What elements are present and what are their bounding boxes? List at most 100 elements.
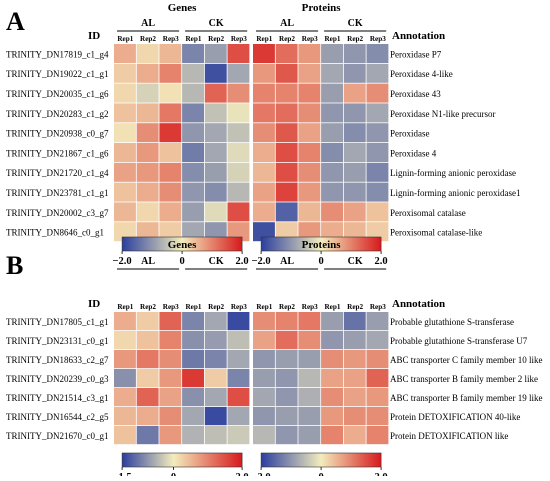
colorbar-tick-label: −2.0 <box>252 256 271 267</box>
heatmap-cell-proteins <box>253 407 275 426</box>
heatmap-cell-proteins <box>253 182 275 202</box>
heatmap-cell-proteins <box>366 44 389 63</box>
heatmap-cell-genes <box>204 103 227 123</box>
heatmap-cell-genes <box>136 331 159 350</box>
heatmap-cell-proteins <box>366 369 389 388</box>
heatmap-cell-proteins <box>275 331 298 350</box>
heatmap-cell-proteins <box>298 63 321 83</box>
heatmap-cell-proteins <box>321 407 343 426</box>
id-header: ID <box>88 298 100 310</box>
heatmap-cell-genes <box>136 369 159 388</box>
heatmap-cell-genes <box>204 63 227 83</box>
heatmap-cell-proteins <box>321 222 343 242</box>
row-id: TRINITY_DN23781_c1_g1 <box>6 188 109 198</box>
heatmap-cell-genes <box>204 202 227 222</box>
row-annotation: Lignin-forming anionic peroxidase1 <box>390 188 520 198</box>
row-annotation: ABC transporter C family member 10 like <box>390 355 542 365</box>
heatmap-cell-proteins <box>253 44 275 63</box>
column-label: Rep3 <box>231 35 247 43</box>
heatmap-cell-genes <box>159 388 182 407</box>
column-label: Rep1 <box>185 35 201 43</box>
heatmap-cell-genes <box>159 143 182 162</box>
column-label: Rep1 <box>256 303 272 311</box>
heatmap-cell-genes <box>114 222 136 242</box>
heatmap-cell-genes <box>227 426 250 445</box>
row-annotation: Probable glutathione S-transferase <box>390 317 514 327</box>
heatmap-cell-genes <box>227 162 250 182</box>
subgroup-ck: CK <box>209 18 224 29</box>
heatmap-cell-genes <box>136 83 159 103</box>
heatmap-cell-proteins <box>275 103 298 123</box>
heatmap-cell-genes <box>182 202 204 222</box>
heatmap-cell-proteins <box>298 407 321 426</box>
heatmap-cell-proteins <box>343 369 366 388</box>
panel-label: B <box>6 251 23 280</box>
heatmap-cell-genes <box>182 331 204 350</box>
column-label: Rep1 <box>117 303 133 311</box>
row-id: TRINITY_DN8646_c0_g1 <box>6 228 104 238</box>
colorbar-tick-label: 2.0 <box>236 472 249 476</box>
heatmap-cell-proteins <box>298 103 321 123</box>
column-label: Rep3 <box>163 35 179 43</box>
heatmap-cell-genes <box>227 312 250 331</box>
row-annotation: Probable glutathione S-transferase U7 <box>390 336 528 346</box>
heatmap-cell-proteins <box>298 83 321 103</box>
heatmap-cell-proteins <box>275 202 298 222</box>
heatmap-cell-proteins <box>298 44 321 63</box>
row-id: TRINITY_DN18633_c2_g7 <box>6 355 109 365</box>
group-title-genes: Genes <box>168 239 197 251</box>
heatmap-cell-proteins <box>298 331 321 350</box>
heatmap-cell-proteins <box>253 123 275 143</box>
heatmap-cell-genes <box>182 44 204 63</box>
heatmap-cell-proteins <box>253 331 275 350</box>
heatmap-cell-genes <box>227 202 250 222</box>
heatmap-cell-proteins <box>343 63 366 83</box>
subgroup-al: AL <box>280 256 294 267</box>
colorbar <box>121 452 243 468</box>
heatmap-cell-genes <box>204 44 227 63</box>
panel-label: A <box>6 7 25 36</box>
heatmap-cell-genes <box>159 222 182 242</box>
heatmap-cell-genes <box>136 63 159 83</box>
heatmap-cell-proteins <box>298 312 321 331</box>
heatmap-cell-proteins <box>321 83 343 103</box>
annotation-header: Annotation <box>392 30 445 42</box>
heatmap-cell-genes <box>136 103 159 123</box>
heatmap-cell-genes <box>114 44 136 63</box>
heatmap-cell-proteins <box>366 123 389 143</box>
heatmap-cell-genes <box>159 123 182 143</box>
subgroup-al: AL <box>280 18 294 29</box>
column-label: Rep3 <box>231 303 247 311</box>
heatmap-cell-proteins <box>366 407 389 426</box>
column-label: Rep1 <box>324 303 340 311</box>
heatmap-cell-genes <box>159 369 182 388</box>
colorbar-tick-label: 2.0 <box>375 256 388 267</box>
heatmap-cell-genes <box>182 63 204 83</box>
heatmap-cell-proteins <box>298 222 321 242</box>
heatmap-cell-proteins <box>366 331 389 350</box>
heatmap-cell-genes <box>114 388 136 407</box>
group-title-proteins: Proteins <box>302 2 342 14</box>
heatmap-cell-genes <box>114 83 136 103</box>
heatmap-cell-proteins <box>275 143 298 162</box>
column-label: Rep2 <box>347 303 363 311</box>
heatmap-cell-proteins <box>366 388 389 407</box>
column-label: Rep3 <box>163 303 179 311</box>
colorbar-tick-label: 2.0 <box>236 256 249 267</box>
heatmap-cell-genes <box>227 369 250 388</box>
heatmap-cell-proteins <box>343 426 366 445</box>
heatmap-cell-proteins <box>343 182 366 202</box>
heatmap-cell-genes <box>182 312 204 331</box>
heatmap-cell-genes <box>204 182 227 202</box>
heatmap-cell-proteins <box>275 123 298 143</box>
heatmap-cell-genes <box>159 312 182 331</box>
heatmap-cell-genes <box>227 143 250 162</box>
heatmap-cell-genes <box>227 63 250 83</box>
heatmap-cell-genes <box>227 388 250 407</box>
heatmap-cell-proteins <box>321 162 343 182</box>
heatmap-cell-proteins <box>275 350 298 369</box>
row-id: TRINITY_DN20002_c3_g7 <box>6 208 109 218</box>
heatmap-cell-genes <box>204 388 227 407</box>
heatmap-cell-proteins <box>343 143 366 162</box>
column-label: Rep2 <box>140 35 156 43</box>
